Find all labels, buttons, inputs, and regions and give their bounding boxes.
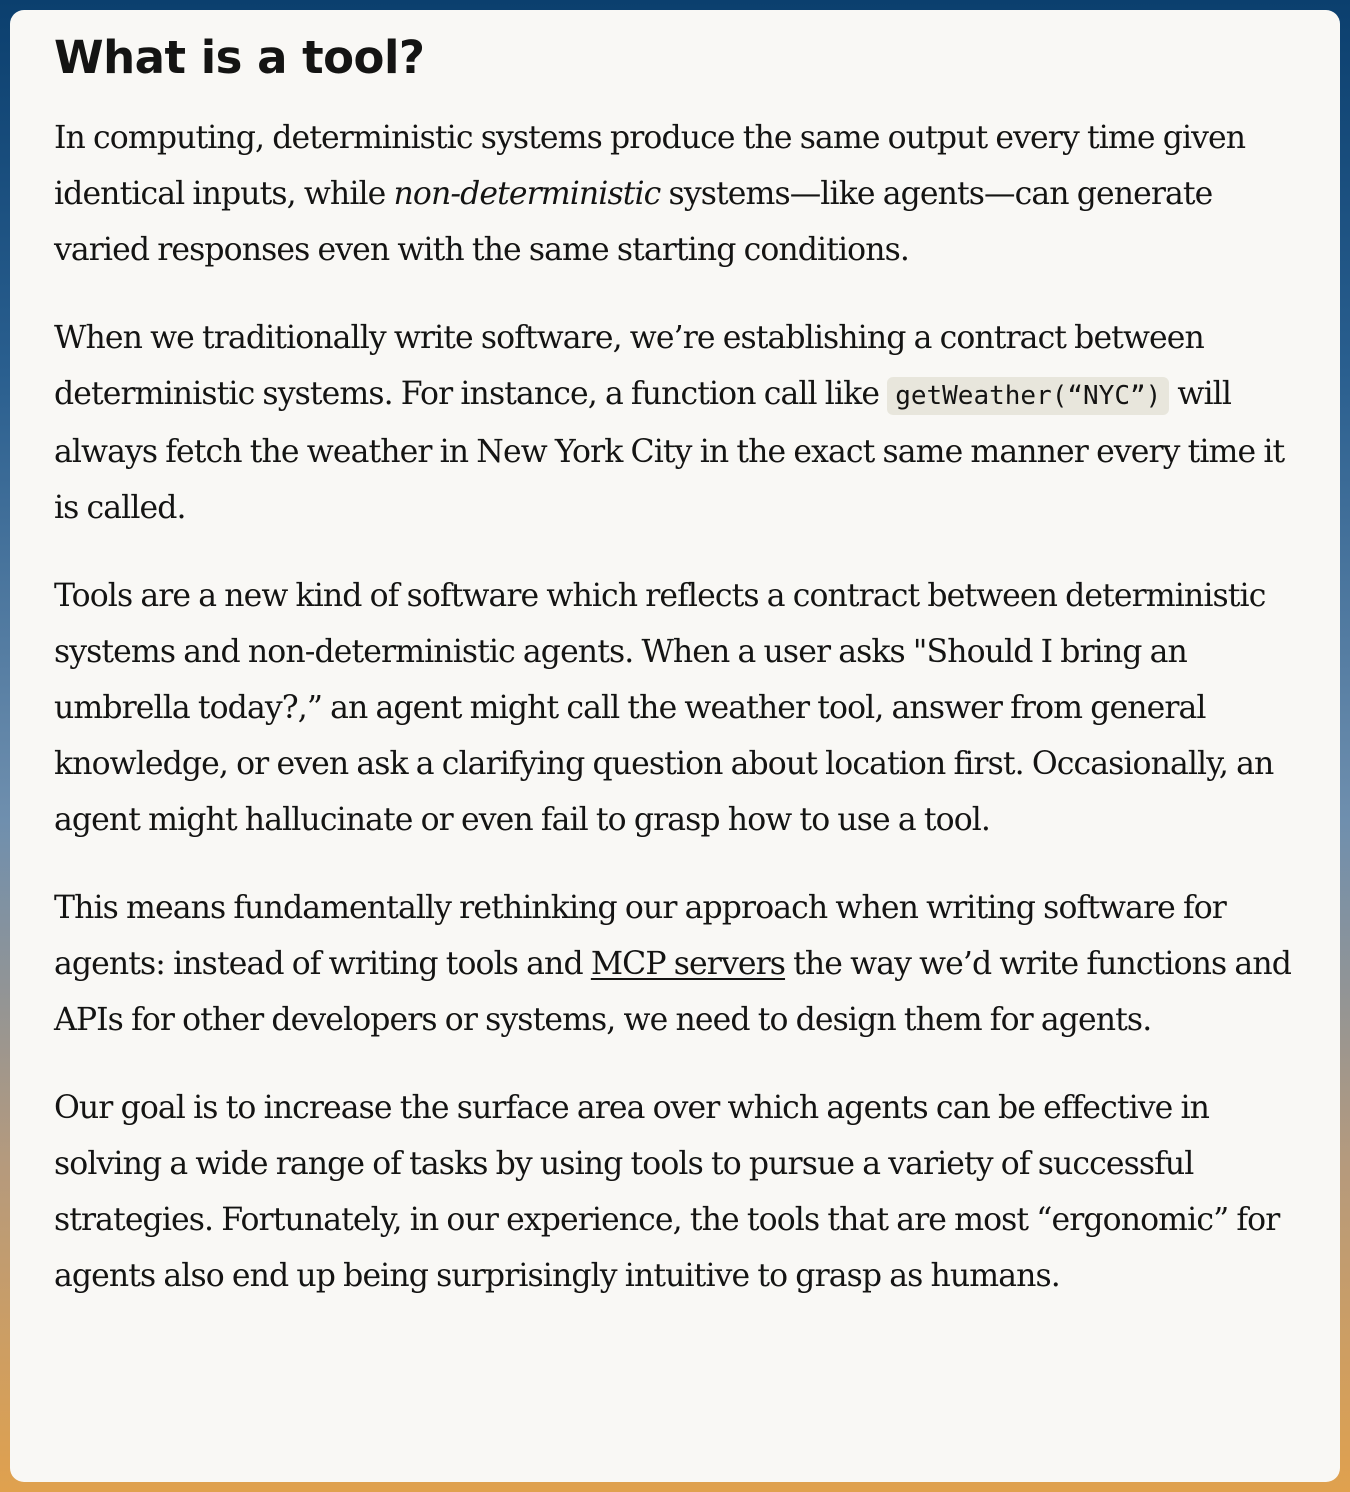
paragraph-4-text-after: the way we’d write functions and APIs fo…	[54, 946, 1292, 1038]
paragraph-5: Our goal is to increase the surface area…	[54, 1090, 1280, 1294]
article-card: What is a tool? In computing, determinis…	[10, 10, 1340, 1482]
inline-code-getweather: getWeather(“NYC”)	[887, 377, 1170, 415]
non-deterministic-emphasis: non-deterministic	[393, 176, 662, 212]
mcp-servers-link[interactable]: MCP servers	[590, 946, 786, 982]
paragraph-4-text-before: This means fundamentally rethinking our …	[54, 890, 1227, 982]
article-heading: What is a tool?	[54, 31, 425, 84]
paragraph-2-text-before: When we traditionally write software, we…	[54, 320, 1205, 412]
paragraph-4: This means fundamentally rethinking our …	[54, 880, 1310, 1048]
paragraph-1-text-after: systems—like agents—can generate varied …	[54, 176, 1213, 268]
paragraph-1: In computing, deterministic systems prod…	[54, 110, 1310, 278]
paragraph-3: Tools are a new kind of software which r…	[54, 578, 1274, 838]
paragraph-2: When we traditionally write software, we…	[54, 310, 1310, 536]
paragraph-1-text-before: In computing, deterministic systems prod…	[54, 120, 1246, 212]
paragraph-2-text-after: will always fetch the weather in New Yor…	[54, 376, 1285, 526]
